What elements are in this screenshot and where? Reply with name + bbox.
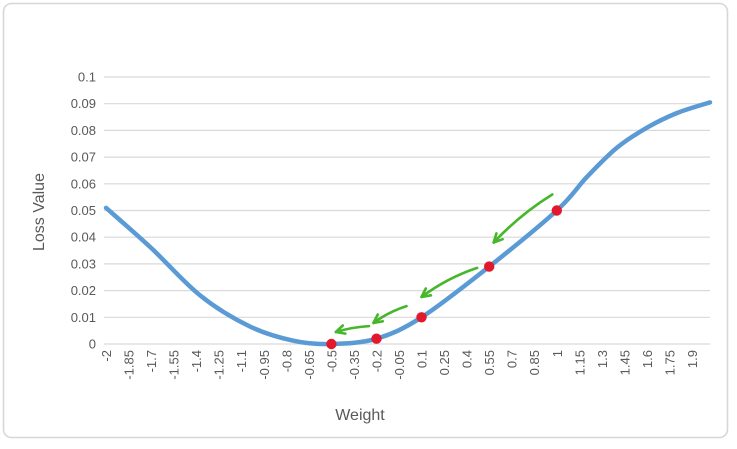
- chart-border: [2, 2, 729, 439]
- y-tick-label: 0.1: [78, 70, 96, 85]
- descent-point: [551, 205, 562, 216]
- x-tick-label: -0.8: [279, 350, 294, 372]
- x-tick-label: 1.9: [685, 350, 700, 368]
- x-tick-label: -1.85: [122, 350, 137, 380]
- x-tick-label: 1.3: [595, 350, 610, 368]
- x-axis-title: Weight: [335, 407, 385, 424]
- descent-point: [326, 338, 337, 350]
- x-axis-tick-labels: -2 -1.85 -1.7 -1.55 -1.4 -1.25 -1.1 -0.95 -0.8 -0…: [99, 350, 700, 380]
- descent-point: [484, 261, 495, 272]
- x-tick-label: 0.85: [527, 350, 542, 375]
- x-tick-label: 0.4: [460, 350, 475, 368]
- x-tick-label: -0.2: [369, 350, 384, 372]
- x-tick-label: -0.95: [257, 350, 272, 380]
- y-tick-label: 0.01: [71, 310, 96, 325]
- x-tick-label: 0.55: [482, 350, 497, 375]
- x-tick-label: -0.35: [347, 350, 362, 380]
- x-tick-label: -0.05: [392, 350, 407, 380]
- gradient-descent-points: [326, 205, 562, 350]
- x-tick-label: -1.1: [234, 350, 249, 372]
- x-tick-label: 1.45: [617, 350, 632, 375]
- y-tick-label: 0.03: [71, 256, 96, 271]
- gradient-descent-arrows: [334, 193, 554, 335]
- x-tick-label: 1.6: [640, 350, 655, 368]
- descent-arrow-head: [492, 232, 504, 244]
- y-tick-label: 0.02: [71, 283, 96, 298]
- x-tick-label: -0.65: [302, 350, 317, 380]
- descent-arrow-head: [372, 313, 385, 325]
- y-tick-label: 0.08: [71, 123, 96, 138]
- descent-arrow-shaft: [492, 193, 554, 244]
- loss-curve-line: [103, 100, 713, 347]
- y-tick-label: 0.07: [71, 150, 96, 165]
- x-tick-label: 0.25: [437, 350, 452, 375]
- x-tick-label: -1.25: [212, 350, 227, 380]
- x-tick-label: -1.4: [189, 350, 204, 372]
- y-tick-label: 0.09: [71, 96, 96, 111]
- y-tick-label: 0: [89, 337, 96, 352]
- y-axis-tick-labels: 0 0.01 0.02 0.03 0.04 0.05 0.06 0.07 0.08 0.09 0.1: [71, 70, 96, 352]
- gridlines-group: [104, 76, 710, 345]
- x-tick-label: -2: [99, 350, 114, 362]
- x-tick-label: 0.1: [415, 350, 430, 368]
- descent-arrow-head: [334, 324, 347, 335]
- y-tick-label: 0.06: [71, 176, 96, 191]
- x-tick-label: 1: [550, 350, 565, 357]
- descent-arrow-shaft: [372, 304, 408, 325]
- y-tick-label: 0.05: [71, 203, 96, 218]
- descent-point: [416, 312, 427, 323]
- descent-point: [371, 333, 382, 344]
- descent-arrow-shaft: [420, 266, 479, 299]
- descent-arrow-head: [420, 287, 433, 299]
- y-tick-label: 0.04: [71, 230, 96, 245]
- y-axis-title: Loss Value: [31, 173, 48, 251]
- x-tick-label: -0.5: [324, 350, 339, 372]
- x-tick-label: 0.7: [505, 350, 520, 368]
- x-tick-label: 1.15: [572, 350, 587, 375]
- x-tick-label: -1.55: [167, 350, 182, 380]
- x-tick-label: -1.7: [144, 350, 159, 372]
- x-tick-label: 1.75: [662, 350, 677, 375]
